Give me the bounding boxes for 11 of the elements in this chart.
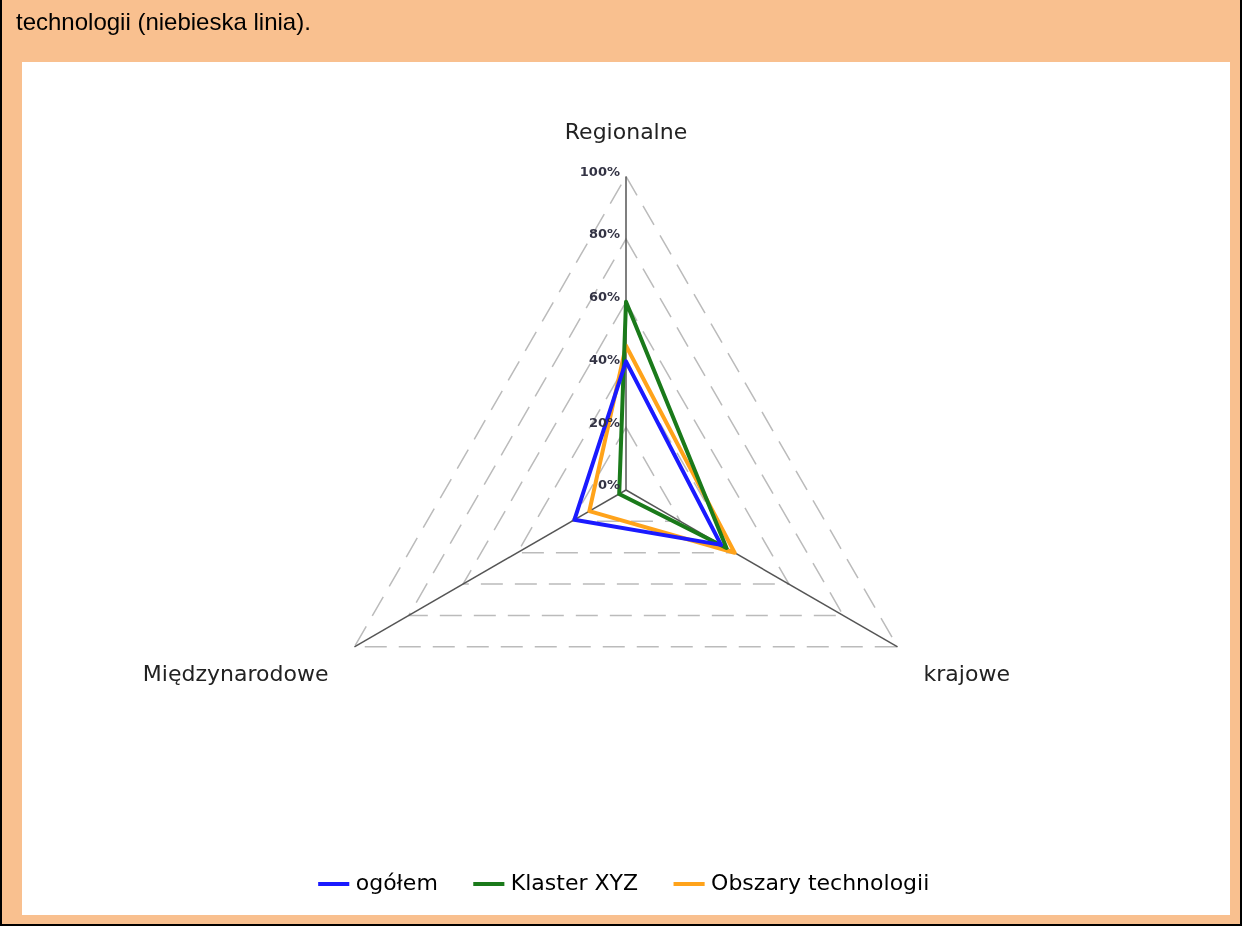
y-tick-label: 80% [588,226,620,242]
legend-label: ogółem [355,869,438,895]
spoke-label: Międzynarodowe [142,660,329,686]
chart-title: technologii (niebieska linia). [16,8,311,36]
y-tick-label: 100% [579,163,620,179]
spoke-label: Regionalne [564,118,688,144]
spoke-label: krajowe [923,660,1010,686]
legend-label: Obszary technologii [711,869,930,895]
y-tick-label: 40% [588,351,620,367]
legend-label: Klaster XYZ [510,869,639,895]
y-tick-label: 60% [588,289,620,305]
